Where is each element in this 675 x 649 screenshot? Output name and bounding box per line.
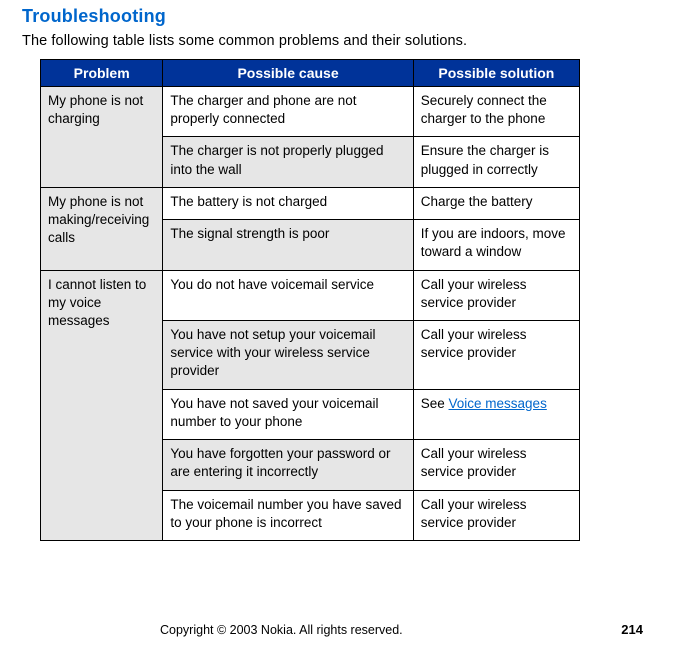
table-row: My phone is not charging The charger and… bbox=[41, 87, 580, 137]
cell-solution: Securely connect the charger to the phon… bbox=[413, 87, 579, 137]
cell-cause: The charger and phone are not properly c… bbox=[163, 87, 413, 137]
col-header-solution: Possible solution bbox=[413, 60, 579, 87]
cell-problem: My phone is not making/receiving calls bbox=[41, 187, 163, 270]
col-header-problem: Problem bbox=[41, 60, 163, 87]
table-row: My phone is not making/receiving calls T… bbox=[41, 187, 580, 219]
cell-solution: Ensure the charger is plugged in correct… bbox=[413, 137, 579, 187]
cell-solution: Call your wireless service provider bbox=[413, 490, 579, 540]
cell-solution: See Voice messages bbox=[413, 389, 579, 439]
cell-cause: The voicemail number you have saved to y… bbox=[163, 490, 413, 540]
cell-cause: You have not saved your voicemail number… bbox=[163, 389, 413, 439]
copyright-text: Copyright © 2003 Nokia. All rights reser… bbox=[160, 623, 403, 637]
cell-problem: My phone is not charging bbox=[41, 87, 163, 188]
page-number: 214 bbox=[621, 622, 643, 637]
table-header-row: Problem Possible cause Possible solution bbox=[41, 60, 580, 87]
cell-cause: The battery is not charged bbox=[163, 187, 413, 219]
voice-messages-link[interactable]: Voice messages bbox=[449, 396, 547, 411]
intro-text: The following table lists some common pr… bbox=[22, 33, 637, 49]
troubleshooting-table: Problem Possible cause Possible solution… bbox=[40, 59, 580, 541]
cell-solution: If you are indoors, move toward a window bbox=[413, 220, 579, 270]
col-header-cause: Possible cause bbox=[163, 60, 413, 87]
cell-cause: You have not setup your voicemail servic… bbox=[163, 320, 413, 389]
cell-cause: The charger is not properly plugged into… bbox=[163, 137, 413, 187]
table-row: I cannot listen to my voice messages You… bbox=[41, 270, 580, 320]
cell-cause: You have forgotten your password or are … bbox=[163, 440, 413, 490]
cell-solution: Charge the battery bbox=[413, 187, 579, 219]
cell-cause: You do not have voicemail service bbox=[163, 270, 413, 320]
cell-cause: The signal strength is poor bbox=[163, 220, 413, 270]
cell-solution: Call your wireless service provider bbox=[413, 270, 579, 320]
page-footer: Copyright © 2003 Nokia. All rights reser… bbox=[0, 622, 675, 637]
cell-solution: Call your wireless service provider bbox=[413, 440, 579, 490]
cell-solution: Call your wireless service provider bbox=[413, 320, 579, 389]
section-heading: Troubleshooting bbox=[22, 6, 637, 27]
cell-problem: I cannot listen to my voice messages bbox=[41, 270, 163, 540]
solution-prefix: See bbox=[421, 396, 449, 411]
